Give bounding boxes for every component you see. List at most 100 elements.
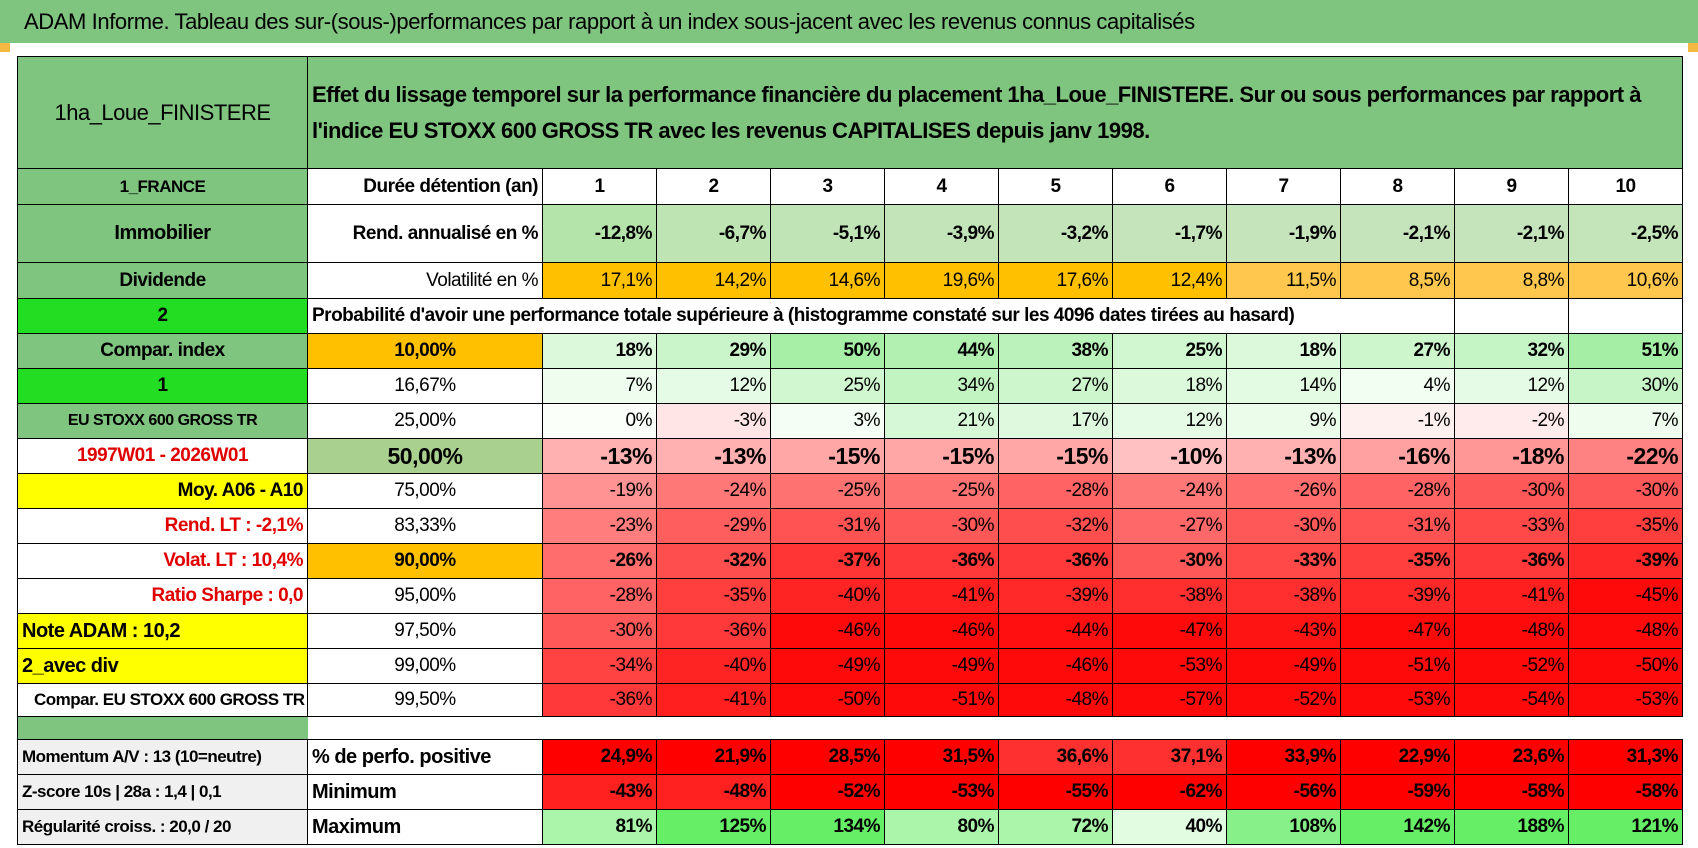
table-row: EU STOXX 600 GROSS TR 25,00% 0% -3% 3% 21% 17%… (17, 403, 1684, 439)
value-cell: -19% (542, 473, 657, 509)
footer-value: -48% (656, 774, 771, 810)
footer-value: 33,9% (1226, 739, 1341, 775)
value-cell: 7% (1567, 403, 1684, 439)
value-cell: -46% (884, 613, 999, 649)
footer-value: 31,3% (1567, 739, 1684, 775)
value-cell: -10% (1112, 438, 1227, 474)
row-caption: 16,67% (307, 368, 543, 404)
value-cell: 32% (1454, 333, 1569, 369)
row-label: Rend. LT : -2,1% (17, 508, 308, 544)
value-cell: -39% (1567, 543, 1684, 579)
row-caption: Probabilité d'avoir une performance tota… (307, 298, 1455, 334)
row-caption: Rend. annualisé en % (307, 204, 543, 263)
value-cell: -31% (1340, 508, 1455, 544)
value-cell: -51% (884, 683, 999, 717)
row-caption: 10,00% (307, 333, 543, 369)
value-cell: -12,8% (542, 204, 657, 263)
value-cell: 38% (998, 333, 1113, 369)
value-cell: 10,6% (1567, 262, 1684, 299)
value-cell: -48% (1454, 613, 1569, 649)
value-cell: 2 (656, 168, 771, 205)
value-cell: 12% (1112, 403, 1227, 439)
value-cell: -50% (770, 683, 885, 717)
footer-value: -53% (884, 774, 999, 810)
value-cell: 18% (1112, 368, 1227, 404)
table-row: Moy. A06 - A10 75,00% -19% -24% -25% -25% -28%… (17, 473, 1684, 509)
table-row: 2 Probabilité d'avoir une performance tot… (17, 298, 1684, 334)
footer-value: 72% (998, 809, 1113, 845)
value-cell: -26% (1226, 473, 1341, 509)
footer-value: -55% (998, 774, 1113, 810)
footer-row: Momentum A/V : 13 (10=neutre)% de perfo.… (17, 739, 1684, 775)
footer-caption: % de perfo. positive (307, 739, 543, 775)
value-cell: 50% (770, 333, 885, 369)
value-cell: -28% (1340, 473, 1455, 509)
value-cell: 6 (1112, 168, 1227, 205)
row-label: Ratio Sharpe : 0,0 (17, 578, 308, 614)
empty-cell (1454, 298, 1569, 334)
value-cell: -40% (656, 648, 771, 684)
row-label: 2 (17, 298, 308, 334)
value-cell: -24% (1112, 473, 1227, 509)
value-cell: 29% (656, 333, 771, 369)
header-name: 1ha_Loue_FINISTERE (17, 56, 308, 169)
footer-value: 40% (1112, 809, 1227, 845)
row-label: Moy. A06 - A10 (17, 473, 308, 509)
footer-value: 81% (542, 809, 657, 845)
spacer-cell (17, 716, 308, 740)
value-cell: -27% (1112, 508, 1227, 544)
footer-value: -52% (770, 774, 885, 810)
table-row: 1_FRANCE Durée détention (an) 1 2 3 4 5 6 7 8 9 10 (17, 168, 1684, 205)
value-cell: 25% (770, 368, 885, 404)
value-cell: -47% (1112, 613, 1227, 649)
table-row: Volat. LT : 10,4% 90,00% -26% -32% -37% -36% -… (17, 543, 1684, 579)
footer-value: 188% (1454, 809, 1569, 845)
value-cell: -36% (884, 543, 999, 579)
value-cell: -2,5% (1567, 204, 1684, 263)
footer-value: 142% (1340, 809, 1455, 845)
table-row: Immobilier Rend. annualisé en % -12,8% -6,7… (17, 204, 1684, 263)
value-cell: -3% (656, 403, 771, 439)
value-cell: -2,1% (1340, 204, 1455, 263)
value-cell: 12,4% (1112, 262, 1227, 299)
value-cell: 14,6% (770, 262, 885, 299)
footer-value: 22,9% (1340, 739, 1455, 775)
value-cell: 27% (1340, 333, 1455, 369)
footer-value: 23,6% (1454, 739, 1569, 775)
value-cell: -25% (770, 473, 885, 509)
value-cell: -46% (998, 648, 1113, 684)
footer-label: Z-score 10s | 28a : 1,4 | 0,1 (17, 774, 308, 810)
value-cell: -3,2% (998, 204, 1113, 263)
value-cell: -32% (998, 508, 1113, 544)
value-cell: 44% (884, 333, 999, 369)
value-cell: -30% (884, 508, 999, 544)
value-cell: -16% (1340, 438, 1455, 474)
value-cell: -53% (1340, 683, 1455, 717)
row-caption: Volatilité en % (307, 262, 543, 299)
row-label: Compar. index (17, 333, 308, 369)
value-cell: -30% (1567, 473, 1684, 509)
value-cell: -39% (1340, 578, 1455, 614)
value-cell: 4 (884, 168, 999, 205)
value-cell: -30% (542, 613, 657, 649)
value-cell: -3,9% (884, 204, 999, 263)
value-cell: -18% (1454, 438, 1569, 474)
row-caption: 83,33% (307, 508, 543, 544)
footer-label: Régularité croiss. : 20,0 / 20 (17, 809, 308, 845)
value-cell: -35% (1340, 543, 1455, 579)
footer-value: -58% (1567, 774, 1684, 810)
value-cell: -41% (884, 578, 999, 614)
value-cell: 12% (656, 368, 771, 404)
footer-row: Régularité croiss. : 20,0 / 20 Maximum 81%… (17, 809, 1684, 845)
value-cell: -24% (656, 473, 771, 509)
value-cell: -32% (656, 543, 771, 579)
value-cell: -41% (1454, 578, 1569, 614)
value-cell: -48% (1567, 613, 1684, 649)
value-cell: 9% (1226, 403, 1341, 439)
value-cell: -30% (1112, 543, 1227, 579)
value-cell: -35% (1567, 508, 1684, 544)
value-cell: -48% (998, 683, 1113, 717)
value-cell: 8,8% (1454, 262, 1569, 299)
empty-cell (1567, 298, 1684, 334)
